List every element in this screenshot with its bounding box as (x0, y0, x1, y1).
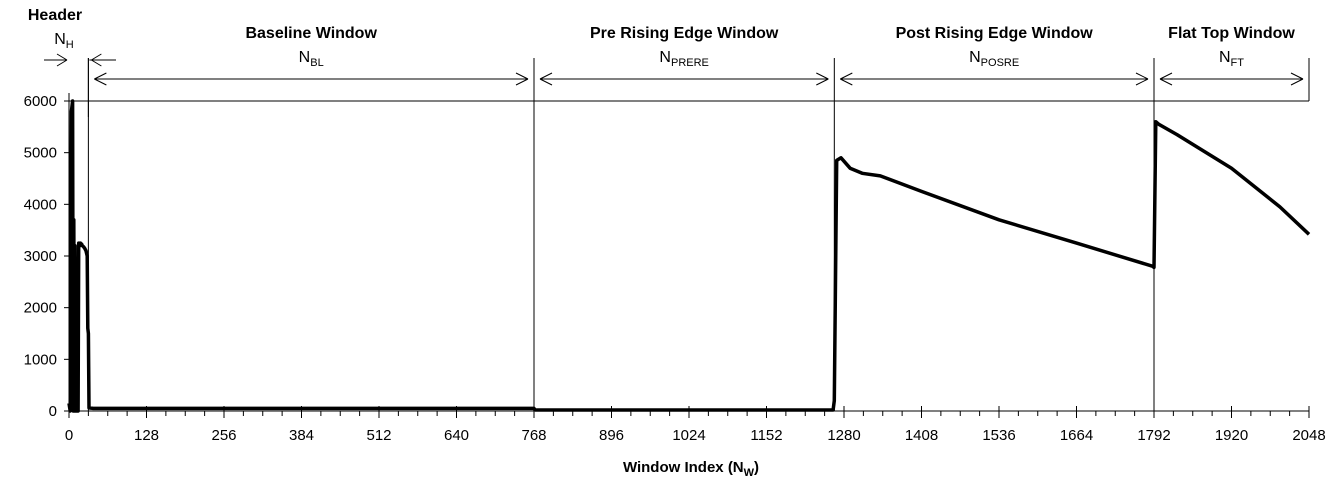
window-arrowhead-left (94, 72, 107, 86)
window-arrowhead-right (816, 72, 829, 86)
x-tick-label: 1408 (905, 427, 938, 444)
window-symbol-letter: N (54, 31, 66, 48)
y-tick-label: 4000 (24, 196, 57, 213)
x-tick-label: 1536 (982, 427, 1015, 444)
window-arrowhead-left (539, 72, 553, 86)
window-symbol-letter: N (659, 49, 671, 66)
y-tick-label: 0 (49, 403, 57, 420)
x-tick-label: 1920 (1215, 427, 1248, 444)
window-arrowhead-right (1135, 72, 1149, 86)
window-arrowhead-left (840, 72, 853, 86)
x-axis-title-suffix: ) (754, 459, 759, 476)
x-tick-label: 128 (134, 427, 159, 444)
window-symbol: NBL (299, 49, 324, 69)
window-symbol-letter: N (1219, 49, 1231, 66)
x-tick-label: 1280 (827, 427, 860, 444)
x-tick-label: 896 (599, 427, 624, 444)
window-title: Post Rising Edge Window (896, 25, 1094, 42)
x-tick-label: 512 (366, 427, 391, 444)
window-symbol: NFT (1219, 49, 1244, 69)
x-tick-label: 768 (521, 427, 546, 444)
y-tick-label: 2000 (24, 300, 57, 317)
x-tick-label: 2048 (1292, 427, 1325, 444)
window-arrowhead-right (515, 72, 529, 86)
window-symbol-subscript: PRERE (671, 57, 709, 69)
y-tick-label: 1000 (24, 351, 57, 368)
window-symbol-subscript: POSRE (981, 57, 1020, 69)
x-tick-label: 1152 (750, 427, 782, 444)
y-tick-label: 3000 (24, 248, 57, 265)
window-symbol-letter: N (299, 49, 311, 66)
y-tick-label: 6000 (24, 93, 57, 110)
x-tick-label: 1024 (672, 427, 705, 444)
window-symbol: NPRERE (659, 49, 708, 69)
x-axis-title: Window Index (NW) (623, 459, 759, 479)
window-symbol: NPOSRE (969, 49, 1019, 69)
window-symbol-subscript: FT (1231, 57, 1245, 69)
header-arrowhead-right (91, 53, 102, 67)
window-title: Flat Top Window (1168, 25, 1295, 42)
x-tick-label: 640 (444, 427, 469, 444)
x-tick-label: 384 (289, 427, 314, 444)
series-line (67, 99, 1311, 413)
header-arrowhead-left (56, 53, 68, 67)
window-symbol-subscript: BL (310, 57, 323, 69)
window-arrowhead-right (1290, 72, 1304, 86)
window-title: Header (28, 7, 82, 24)
x-axis-title-main: Window Index (N (623, 459, 744, 476)
x-tick-label: 1664 (1060, 427, 1093, 444)
x-tick-label: 1792 (1137, 427, 1170, 444)
window-title: Pre Rising Edge Window (590, 25, 779, 42)
x-tick-label: 0 (65, 427, 73, 444)
x-axis-title-subscript: W (744, 467, 755, 479)
window-arrowhead-left (1159, 72, 1173, 86)
x-tick-label: 256 (211, 427, 236, 444)
window-symbol: NH (54, 31, 74, 51)
y-tick-label: 5000 (24, 145, 57, 162)
window-symbol-subscript: H (66, 39, 74, 51)
window-symbol-letter: N (969, 49, 981, 66)
window-title: Baseline Window (245, 25, 377, 42)
